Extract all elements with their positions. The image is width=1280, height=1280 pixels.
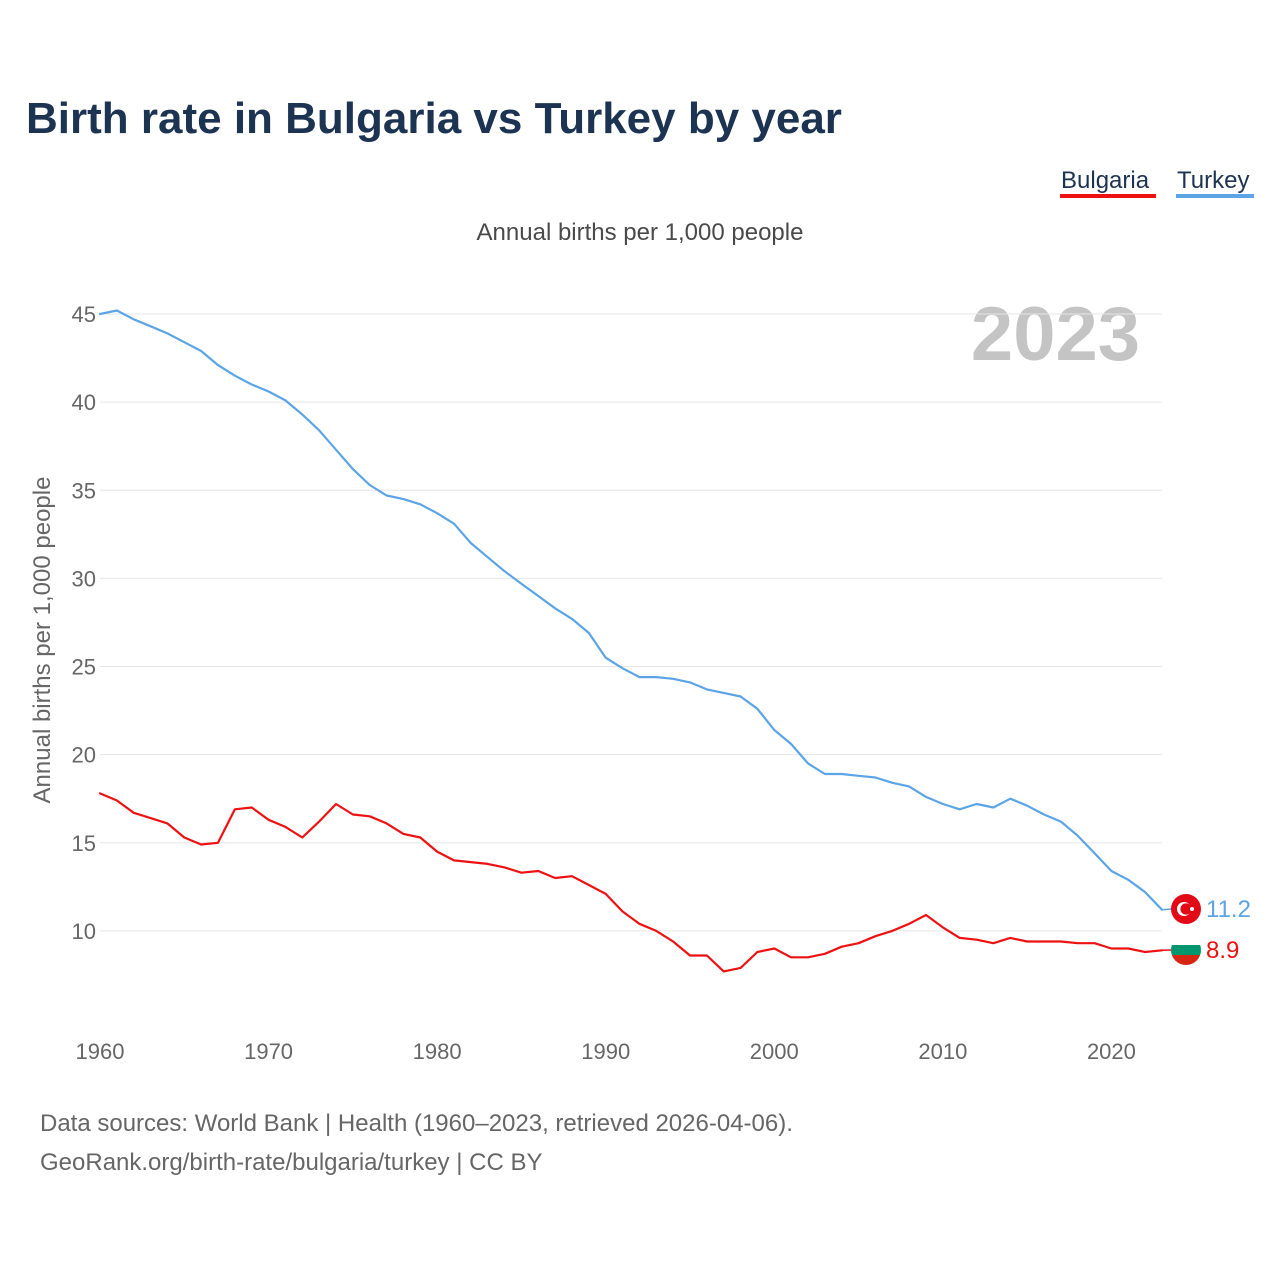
x-tick-label: 2010 xyxy=(918,1039,967,1064)
chart-subtitle: Annual births per 1,000 people xyxy=(477,219,804,246)
legend-label-turkey[interactable]: Turkey xyxy=(1177,167,1249,194)
y-tick-label: 10 xyxy=(72,919,96,944)
y-axis-label: Annual births per 1,000 people xyxy=(29,477,56,804)
series-line-bulgaria[interactable] xyxy=(98,792,1164,973)
source-line-2[interactable]: GeoRank.org/birth-rate/bulgaria/turkey |… xyxy=(40,1149,542,1176)
legend: Bulgaria Turkey xyxy=(1060,167,1254,198)
end-labels: 11.2 8.9 xyxy=(1161,894,1251,965)
y-tick-label: 45 xyxy=(72,302,96,327)
source-line-1: Data sources: World Bank | Health (1960–… xyxy=(40,1110,793,1137)
series-line-turkey[interactable] xyxy=(98,309,1164,911)
end-label-turkey: 11.2 xyxy=(1206,896,1251,923)
series xyxy=(98,309,1164,973)
x-tick-label: 1980 xyxy=(413,1039,462,1064)
x-tick-label: 1990 xyxy=(581,1039,630,1064)
y-tick-label: 40 xyxy=(72,390,96,415)
y-tick-label: 30 xyxy=(72,566,96,591)
x-tick-label: 2020 xyxy=(1087,1039,1136,1064)
legend-item-bulgaria[interactable]: Bulgaria xyxy=(1060,167,1156,198)
x-tick-label: 1970 xyxy=(244,1039,293,1064)
turkey-flag-icon xyxy=(1171,894,1201,924)
grid xyxy=(100,313,1162,932)
legend-label-bulgaria[interactable]: Bulgaria xyxy=(1061,167,1150,194)
y-tick-label: 25 xyxy=(72,655,96,680)
year-watermark: 2023 xyxy=(971,292,1140,377)
end-label-bulgaria: 8.9 xyxy=(1206,937,1239,964)
legend-item-turkey[interactable]: Turkey xyxy=(1176,167,1254,198)
x-tick-label: 2000 xyxy=(750,1039,799,1064)
y-axis-ticks: 10 15 20 25 30 35 40 45 xyxy=(72,302,96,944)
y-tick-label: 20 xyxy=(72,743,96,768)
chart-title: Birth rate in Bulgaria vs Turkey by year xyxy=(26,94,842,143)
y-tick-label: 35 xyxy=(72,478,96,503)
x-axis-ticks: 1960 1970 1980 1990 2000 2010 2020 xyxy=(76,1039,1136,1064)
bulgaria-flag-icon xyxy=(1171,935,1201,965)
end-connector-turkey xyxy=(1161,908,1173,911)
legend-swatch-turkey xyxy=(1176,194,1254,198)
y-tick-label: 15 xyxy=(72,831,96,856)
legend-swatch-bulgaria xyxy=(1060,194,1156,198)
x-tick-label: 1960 xyxy=(76,1039,125,1064)
